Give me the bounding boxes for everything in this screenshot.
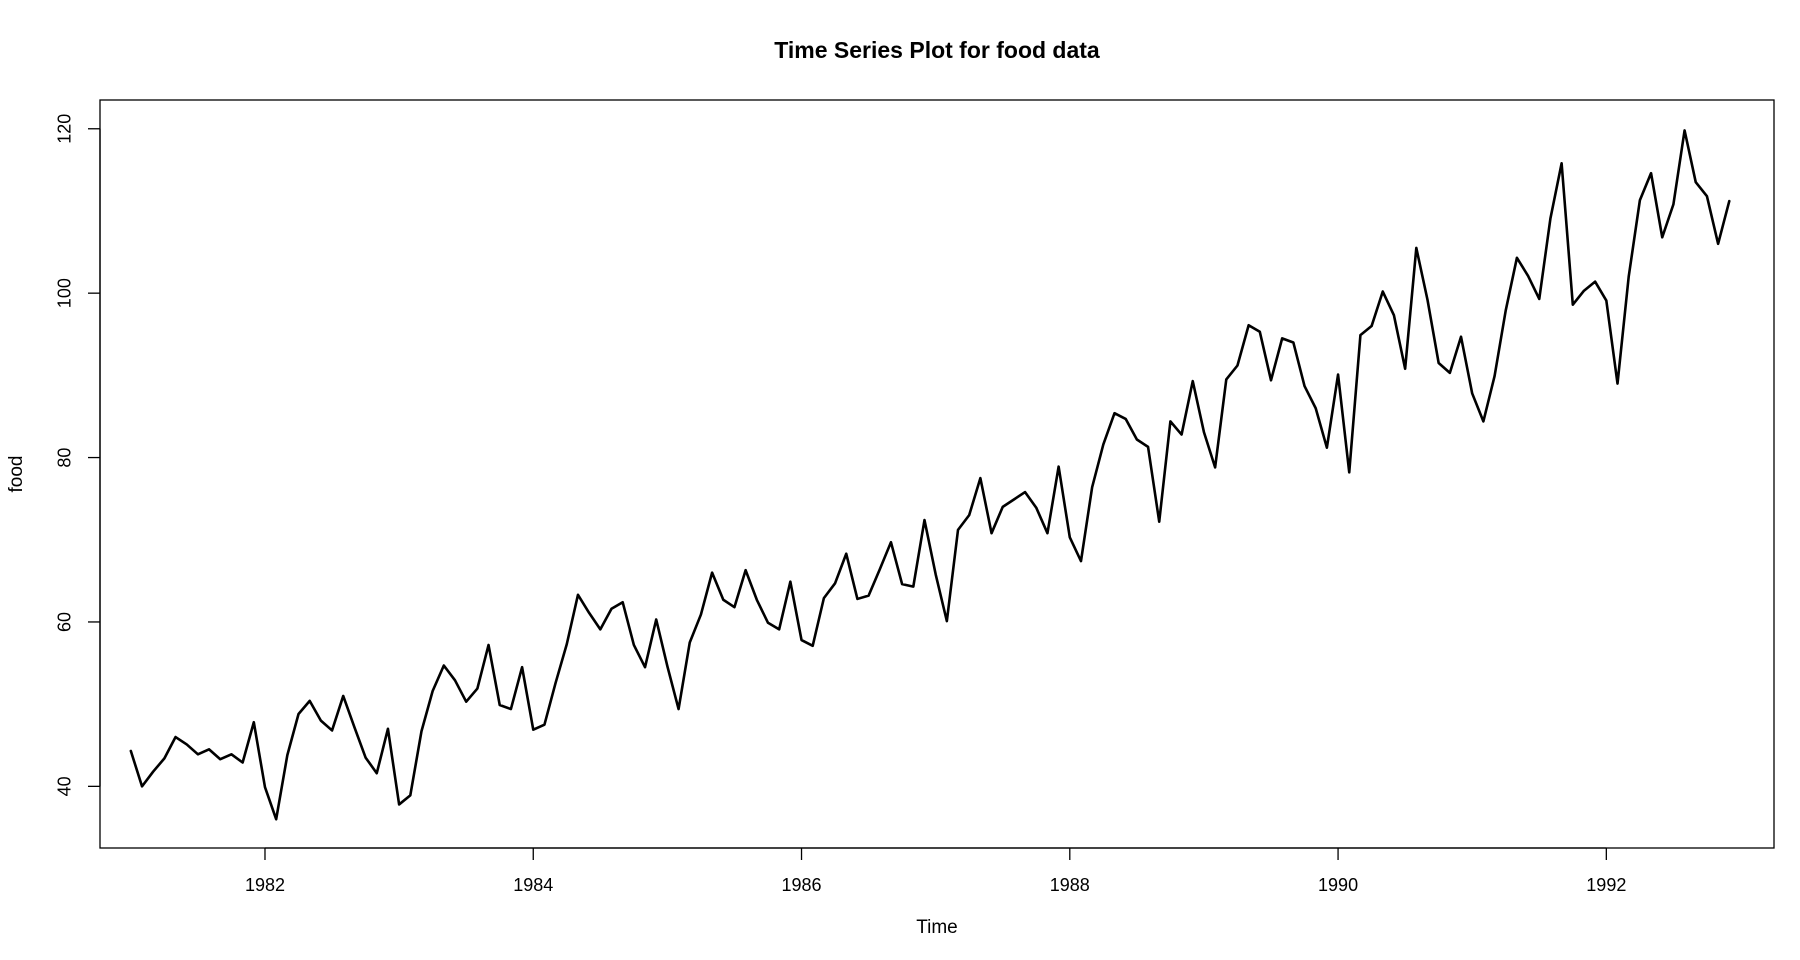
x-tick-label: 1988 [1050,875,1090,895]
x-tick-label: 1986 [782,875,822,895]
chart-title: Time Series Plot for food data [774,37,1100,63]
y-tick-label: 100 [55,278,75,308]
y-tick-label: 120 [55,114,75,144]
x-axis: 1982 1984 1986 1988 1990 1992 [245,847,1626,895]
y-axis-label: food [6,456,27,493]
x-axis-label: Time [916,917,958,938]
plot-area-frame [99,99,1775,849]
x-tick-label: 1982 [245,875,285,895]
y-tick-label: 60 [55,612,75,632]
food-series-line [129,129,1731,821]
x-tick-label: 1990 [1318,875,1358,895]
y-tick-label: 80 [55,448,75,468]
x-tick-label: 1984 [513,875,553,895]
x-tick-label: 1992 [1586,875,1626,895]
y-axis: 40 60 80 100 120 [55,114,101,796]
y-tick-label: 40 [55,776,75,796]
